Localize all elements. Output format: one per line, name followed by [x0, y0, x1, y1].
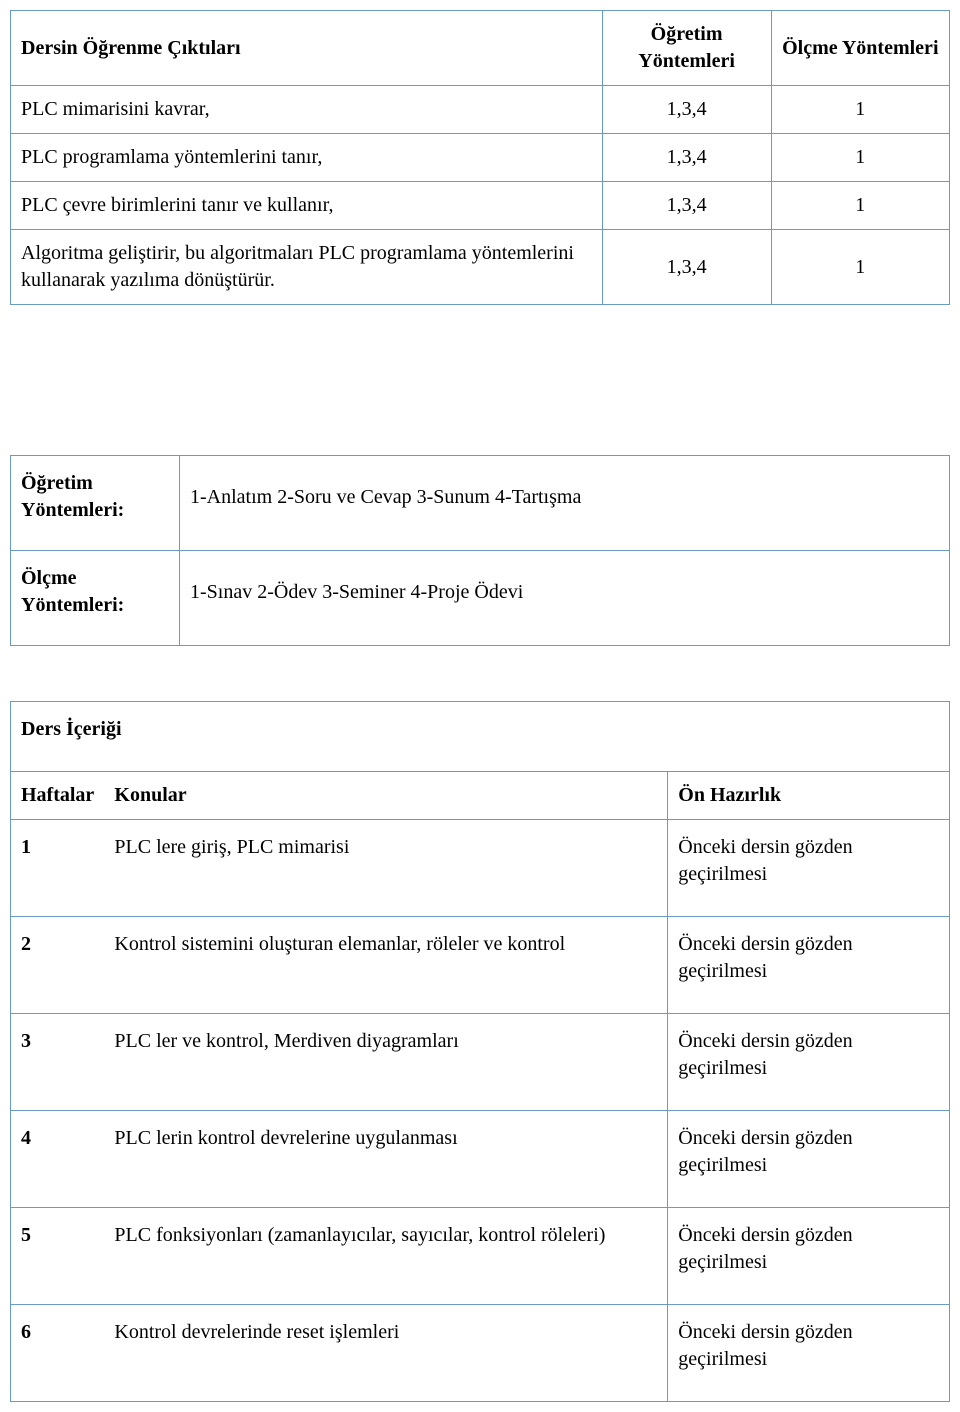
- content-topic: PLC ler ve kontrol, Merdiven diyagramlar…: [104, 1014, 667, 1111]
- content-prep: Önceki dersin gözden geçirilmesi: [668, 917, 950, 1014]
- outcomes-h3: Ölçme Yöntemleri: [771, 11, 949, 86]
- outcomes-cell-teach: 1,3,4: [602, 86, 771, 134]
- outcomes-cell-desc: PLC çevre birimlerini tanır ve kullanır,: [11, 182, 603, 230]
- content-week: 3: [11, 1014, 105, 1111]
- outcomes-cell-measure: 1: [771, 182, 949, 230]
- content-prep: Önceki dersin gözden geçirilmesi: [668, 820, 950, 917]
- outcomes-row: PLC çevre birimlerini tanır ve kullanır,…: [11, 182, 950, 230]
- outcomes-h2: Öğretim Yöntemleri: [602, 11, 771, 86]
- outcomes-cell-teach: 1,3,4: [602, 134, 771, 182]
- methods-table: Öğretim Yöntemleri: 1-Anlatım 2-Soru ve …: [10, 455, 950, 646]
- outcomes-row: PLC programlama yöntemlerini tanır, 1,3,…: [11, 134, 950, 182]
- content-h2: Konular: [104, 772, 667, 820]
- outcomes-row: Algoritma geliştirir, bu algoritmaları P…: [11, 230, 950, 305]
- content-week: 2: [11, 917, 105, 1014]
- outcomes-row: PLC mimarisini kavrar, 1,3,4 1: [11, 86, 950, 134]
- content-week: 6: [11, 1305, 105, 1402]
- outcomes-cell-measure: 1: [771, 86, 949, 134]
- outcomes-header-row: Dersin Öğrenme Çıktıları Öğretim Yönteml…: [11, 11, 950, 86]
- content-row: 6 Kontrol devrelerinde reset işlemleri Ö…: [11, 1305, 950, 1402]
- content-row: 5 PLC fonksiyonları (zamanlayıcılar, say…: [11, 1208, 950, 1305]
- content-topic: Kontrol sistemini oluşturan elemanlar, r…: [104, 917, 667, 1014]
- content-row: 1 PLC lere giriş, PLC mimarisi Önceki de…: [11, 820, 950, 917]
- content-title: Ders İçeriği: [11, 702, 950, 772]
- outcomes-cell-teach: 1,3,4: [602, 230, 771, 305]
- methods-value: 1-Anlatım 2-Soru ve Cevap 3-Sunum 4-Tart…: [180, 456, 950, 551]
- content-prep: Önceki dersin gözden geçirilmesi: [668, 1208, 950, 1305]
- methods-value: 1-Sınav 2-Ödev 3-Seminer 4-Proje Ödevi: [180, 551, 950, 646]
- content-prep: Önceki dersin gözden geçirilmesi: [668, 1014, 950, 1111]
- content-title-row: Ders İçeriği: [11, 702, 950, 772]
- outcomes-cell-desc: Algoritma geliştirir, bu algoritmaları P…: [11, 230, 603, 305]
- content-topic: PLC fonksiyonları (zamanlayıcılar, sayıc…: [104, 1208, 667, 1305]
- methods-label: Ölçme Yöntemleri:: [11, 551, 180, 646]
- spacer: [10, 305, 950, 455]
- outcomes-cell-measure: 1: [771, 134, 949, 182]
- content-week: 4: [11, 1111, 105, 1208]
- outcomes-cell-desc: PLC mimarisini kavrar,: [11, 86, 603, 134]
- outcomes-cell-teach: 1,3,4: [602, 182, 771, 230]
- methods-label: Öğretim Yöntemleri:: [11, 456, 180, 551]
- outcomes-cell-desc: PLC programlama yöntemlerini tanır,: [11, 134, 603, 182]
- outcomes-table: Dersin Öğrenme Çıktıları Öğretim Yönteml…: [10, 10, 950, 305]
- outcomes-cell-measure: 1: [771, 230, 949, 305]
- spacer: [10, 646, 950, 701]
- content-week: 5: [11, 1208, 105, 1305]
- content-prep: Önceki dersin gözden geçirilmesi: [668, 1111, 950, 1208]
- content-row: 2 Kontrol sistemini oluşturan elemanlar,…: [11, 917, 950, 1014]
- content-topic: Kontrol devrelerinde reset işlemleri: [104, 1305, 667, 1402]
- content-prep: Önceki dersin gözden geçirilmesi: [668, 1305, 950, 1402]
- content-topic: PLC lere giriş, PLC mimarisi: [104, 820, 667, 917]
- outcomes-h1: Dersin Öğrenme Çıktıları: [11, 11, 603, 86]
- content-h1: Haftalar: [11, 772, 105, 820]
- content-header-row: Haftalar Konular Ön Hazırlık: [11, 772, 950, 820]
- content-row: 3 PLC ler ve kontrol, Merdiven diyagraml…: [11, 1014, 950, 1111]
- methods-row: Öğretim Yöntemleri: 1-Anlatım 2-Soru ve …: [11, 456, 950, 551]
- content-h3: Ön Hazırlık: [668, 772, 950, 820]
- content-row: 4 PLC lerin kontrol devrelerine uygulanm…: [11, 1111, 950, 1208]
- content-table: Ders İçeriği Haftalar Konular Ön Hazırlı…: [10, 701, 950, 1402]
- methods-row: Ölçme Yöntemleri: 1-Sınav 2-Ödev 3-Semin…: [11, 551, 950, 646]
- content-topic: PLC lerin kontrol devrelerine uygulanmas…: [104, 1111, 667, 1208]
- content-week: 1: [11, 820, 105, 917]
